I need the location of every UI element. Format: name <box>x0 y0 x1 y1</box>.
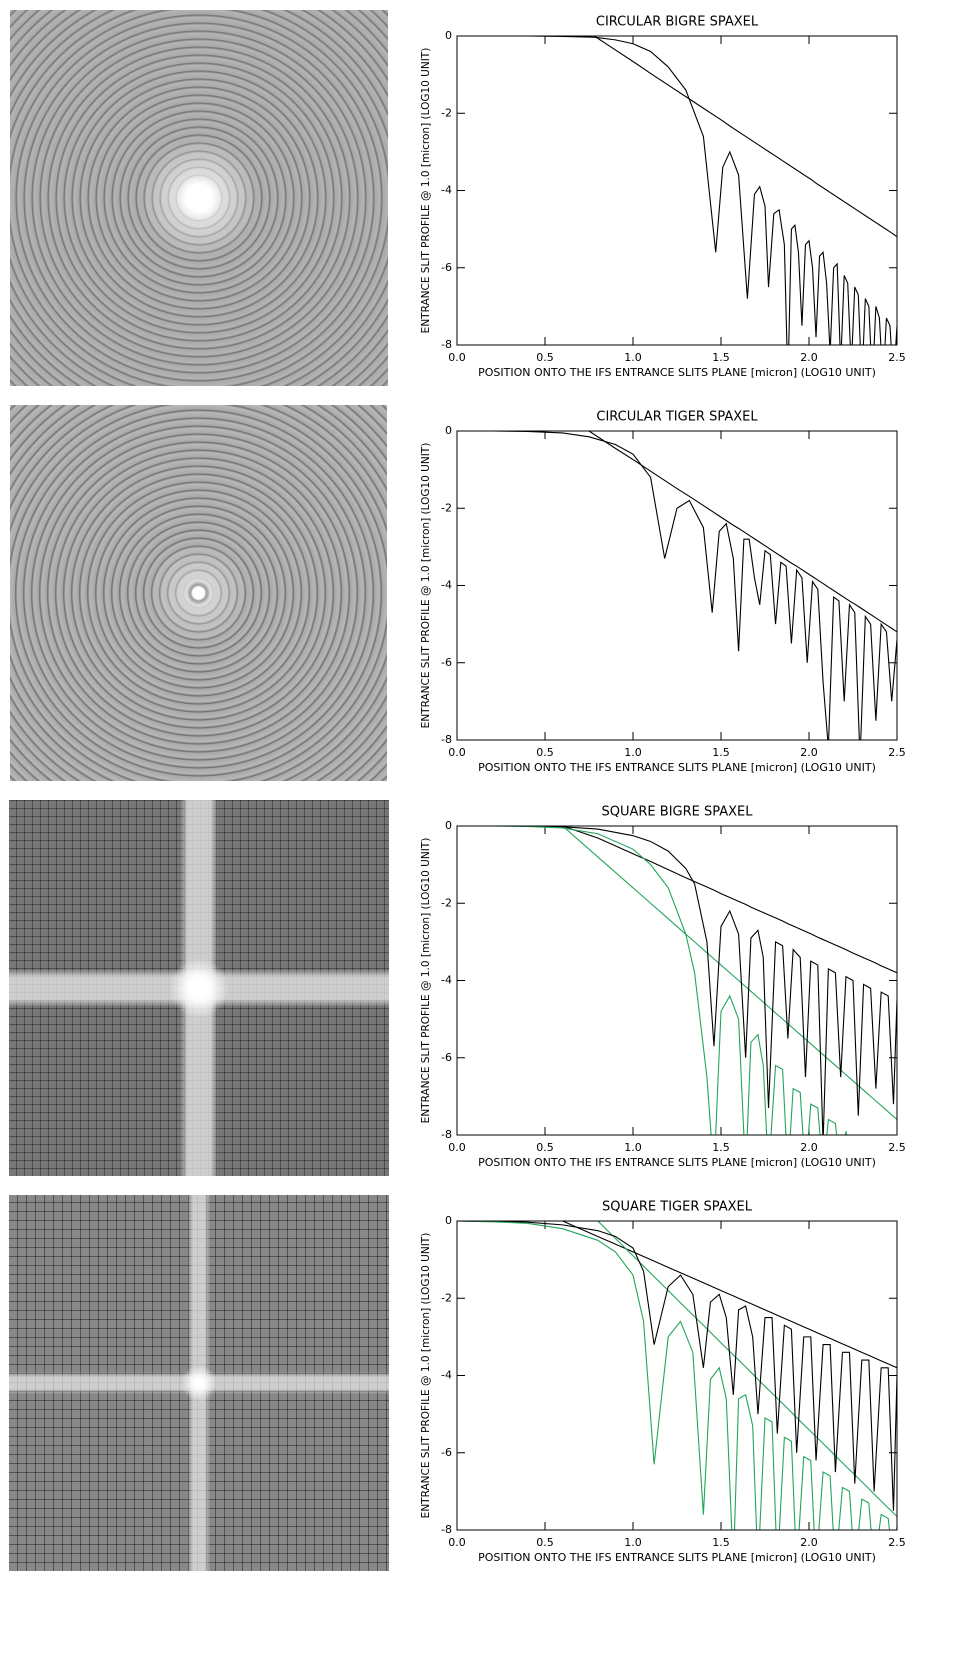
series-line <box>457 1221 897 1511</box>
y-tick-label: 0 <box>445 1214 452 1227</box>
y-tick-label: -2 <box>441 106 452 119</box>
plot-area <box>457 826 897 1135</box>
x-tick-label: 1.5 <box>712 746 730 759</box>
plot-frame <box>456 1220 898 1531</box>
chart-title: CIRCULAR TIGER SPAXEL <box>596 410 758 425</box>
y-tick-label: -8 <box>441 1523 452 1536</box>
y-tick-label: 0 <box>445 424 452 437</box>
y-tick-label: -8 <box>441 1128 452 1141</box>
plot-frame <box>456 430 898 741</box>
chart-title: SQUARE TIGER SPAXEL <box>602 1200 753 1215</box>
x-tick-label: 2.5 <box>888 351 906 364</box>
chart: SQUARE BIGRE SPAXEL POSITION ONTO THE IFS… <box>420 805 906 1170</box>
y-tick-label: -2 <box>441 1291 452 1304</box>
series-line <box>457 36 897 345</box>
y-axis-label: ENTRANCE SLIT PROFILE @ 1.0 [micron] (LO… <box>420 48 432 334</box>
y-tick-label: -8 <box>441 733 452 746</box>
x-tick-label: 2.5 <box>888 1536 906 1549</box>
x-tick-label: 1.5 <box>712 1141 730 1154</box>
x-tick-label: 2.0 <box>800 1536 818 1549</box>
series-line <box>457 826 848 1135</box>
series-line <box>457 826 897 1120</box>
x-tick-label: 1.0 <box>624 351 642 364</box>
y-tick-label: -2 <box>441 896 452 909</box>
plot-frame <box>456 825 898 1136</box>
y-axis-label: ENTRANCE SLIT PROFILE @ 1.0 [micron] (LO… <box>420 838 432 1124</box>
y-axis-label: ENTRANCE SLIT PROFILE @ 1.0 [micron] (LO… <box>420 443 432 729</box>
psf-image <box>10 10 388 386</box>
plot-area <box>457 1221 897 1530</box>
x-tick-label: 1.0 <box>624 1536 642 1549</box>
psf-image <box>9 1195 389 1571</box>
psf-image <box>9 800 389 1176</box>
y-tick-label: -4 <box>441 974 452 987</box>
y-tick-label: -6 <box>441 656 452 669</box>
y-tick-label: -4 <box>441 1369 452 1382</box>
x-tick-label: 0.5 <box>536 351 554 364</box>
x-tick-label: 0.0 <box>448 351 466 364</box>
x-tick-label: 2.5 <box>888 1141 906 1154</box>
plot-frame <box>456 35 898 346</box>
x-tick-label: 2.0 <box>800 351 818 364</box>
series-line <box>457 826 897 1135</box>
y-tick-label: -2 <box>441 501 452 514</box>
chart: CIRCULAR BIGRE SPAXEL POSITION ONTO THE I… <box>420 15 906 380</box>
x-tick-label: 1.0 <box>624 746 642 759</box>
chart: SQUARE TIGER SPAXEL POSITION ONTO THE IFS… <box>420 1200 906 1565</box>
x-axis-label: POSITION ONTO THE IFS ENTRANCE SLITS PLA… <box>478 1551 876 1564</box>
x-tick-label: 0.0 <box>448 1141 466 1154</box>
series-line <box>457 36 897 238</box>
y-tick-label: -6 <box>441 1446 452 1459</box>
y-axis-label: ENTRANCE SLIT PROFILE @ 1.0 [micron] (LO… <box>420 1233 432 1519</box>
series-line <box>457 1221 897 1530</box>
y-tick-label: 0 <box>445 29 452 42</box>
x-tick-label: 1.5 <box>712 1536 730 1549</box>
y-tick-label: 0 <box>445 819 452 832</box>
chart-title: SQUARE BIGRE SPAXEL <box>602 805 754 820</box>
x-tick-label: 2.0 <box>800 1141 818 1154</box>
x-tick-label: 0.0 <box>448 1536 466 1549</box>
y-tick-label: -6 <box>441 1051 452 1064</box>
series-line <box>457 431 897 740</box>
x-axis-label: POSITION ONTO THE IFS ENTRANCE SLITS PLA… <box>478 1156 876 1169</box>
series-line <box>457 431 897 633</box>
x-tick-label: 0.5 <box>536 1141 554 1154</box>
x-tick-label: 1.5 <box>712 351 730 364</box>
x-axis-label: POSITION ONTO THE IFS ENTRANCE SLITS PLA… <box>478 761 876 774</box>
x-tick-label: 0.0 <box>448 746 466 759</box>
x-tick-label: 1.0 <box>624 1141 642 1154</box>
y-tick-label: -4 <box>441 184 452 197</box>
x-tick-label: 0.5 <box>536 746 554 759</box>
y-tick-label: -8 <box>441 338 452 351</box>
x-tick-label: 0.5 <box>536 1536 554 1549</box>
chart: CIRCULAR TIGER SPAXEL POSITION ONTO THE I… <box>420 410 906 775</box>
x-tick-label: 2.5 <box>888 746 906 759</box>
psf-image <box>10 405 387 781</box>
plot-area <box>457 36 897 345</box>
x-axis-label: POSITION ONTO THE IFS ENTRANCE SLITS PLA… <box>478 366 876 379</box>
x-tick-label: 2.0 <box>800 746 818 759</box>
series-line <box>457 1221 897 1369</box>
series-line <box>457 826 897 974</box>
y-tick-label: -4 <box>441 579 452 592</box>
y-tick-label: -6 <box>441 261 452 274</box>
chart-title: CIRCULAR BIGRE SPAXEL <box>596 15 759 30</box>
plot-area <box>457 431 897 740</box>
